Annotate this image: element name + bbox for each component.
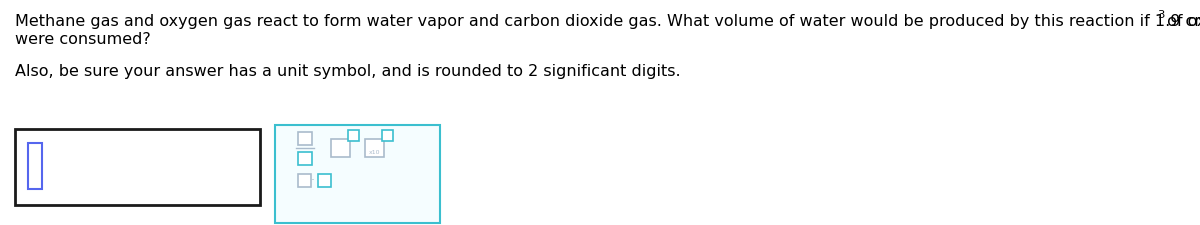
- FancyBboxPatch shape: [331, 139, 350, 157]
- FancyBboxPatch shape: [298, 152, 312, 165]
- FancyBboxPatch shape: [318, 174, 331, 187]
- FancyBboxPatch shape: [365, 139, 384, 157]
- Text: Methane gas and oxygen gas react to form water vapor and carbon dioxide gas. Wha: Methane gas and oxygen gas react to form…: [14, 14, 1200, 29]
- Text: were consumed?: were consumed?: [14, 32, 151, 47]
- FancyBboxPatch shape: [382, 130, 394, 141]
- Text: x10: x10: [370, 150, 380, 155]
- FancyBboxPatch shape: [348, 130, 359, 141]
- Text: ·: ·: [311, 174, 316, 187]
- Text: Also, be sure your answer has a unit symbol, and is rounded to 2 significant dig: Also, be sure your answer has a unit sym…: [14, 64, 680, 79]
- FancyBboxPatch shape: [298, 132, 312, 145]
- FancyBboxPatch shape: [298, 174, 311, 187]
- FancyBboxPatch shape: [275, 126, 440, 223]
- FancyBboxPatch shape: [16, 129, 260, 205]
- Text: 3: 3: [1157, 10, 1164, 20]
- Text: of oxygen: of oxygen: [1162, 14, 1200, 29]
